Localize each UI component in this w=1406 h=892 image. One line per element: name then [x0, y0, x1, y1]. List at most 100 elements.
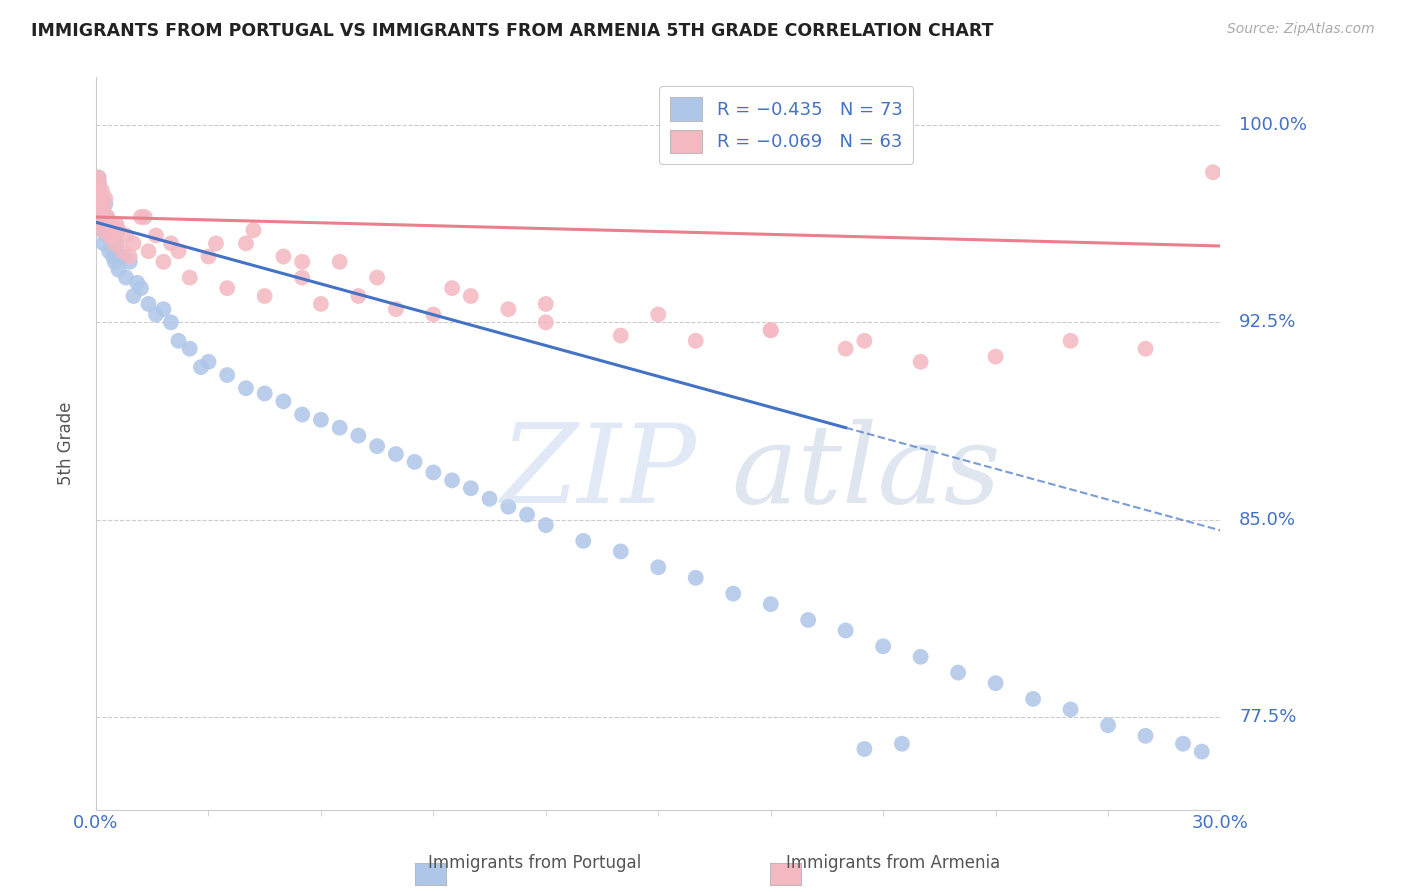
Point [534, 315, 557, 329]
Text: 100.0%: 100.0% [1239, 116, 1308, 134]
Point [160, 315, 183, 329]
Point [242, 223, 264, 237]
Point [91, 223, 114, 237]
Point [647, 308, 669, 322]
Point [89, 202, 111, 216]
Point [1097, 718, 1119, 732]
Point [96, 210, 118, 224]
Point [93, 218, 115, 232]
Point [93, 202, 115, 216]
Point [91, 223, 114, 237]
Point [94, 197, 117, 211]
Point [404, 455, 426, 469]
Point [104, 254, 127, 268]
Point [100, 218, 122, 232]
Point [145, 228, 167, 243]
Point [759, 597, 782, 611]
Point [890, 737, 912, 751]
Point [1191, 745, 1213, 759]
Point [572, 533, 595, 548]
Text: 77.5%: 77.5% [1239, 708, 1296, 726]
Point [90, 192, 112, 206]
Point [134, 210, 156, 224]
Point [98, 228, 121, 243]
Point [129, 281, 152, 295]
Point [122, 289, 145, 303]
Point [87, 210, 110, 224]
Point [460, 481, 482, 495]
Point [87, 192, 110, 206]
Point [118, 254, 141, 268]
Point [834, 624, 856, 638]
Point [685, 571, 707, 585]
Point [534, 518, 557, 533]
Point [138, 244, 160, 259]
Point [179, 342, 201, 356]
Text: 85.0%: 85.0% [1239, 511, 1296, 529]
Text: Source: ZipAtlas.com: Source: ZipAtlas.com [1227, 22, 1375, 37]
Point [91, 202, 114, 216]
Point [105, 218, 128, 232]
Point [853, 334, 876, 348]
Point [167, 334, 190, 348]
Point [101, 228, 124, 243]
Point [1171, 737, 1194, 751]
Point [179, 270, 201, 285]
Point [111, 250, 134, 264]
Point [253, 386, 276, 401]
Point [115, 270, 138, 285]
Point [197, 355, 219, 369]
Point [190, 360, 212, 375]
Point [235, 381, 257, 395]
Text: 92.5%: 92.5% [1239, 313, 1296, 331]
Point [89, 210, 111, 224]
Point [347, 428, 370, 442]
Point [291, 270, 314, 285]
Text: IMMIGRANTS FROM PORTUGAL VS IMMIGRANTS FROM ARMENIA 5TH GRADE CORRELATION CHART: IMMIGRANTS FROM PORTUGAL VS IMMIGRANTS F… [31, 22, 994, 40]
Point [89, 202, 111, 216]
Point [984, 350, 1007, 364]
Point [834, 342, 856, 356]
Point [498, 302, 520, 317]
Point [217, 281, 239, 295]
Point [309, 297, 332, 311]
Y-axis label: 5th Grade: 5th Grade [58, 401, 75, 485]
Point [1202, 165, 1225, 179]
Point [138, 297, 160, 311]
Legend: R = −0.435   N = 73, R = −0.069   N = 63: R = −0.435 N = 73, R = −0.069 N = 63 [659, 87, 914, 163]
Point [145, 308, 167, 322]
Point [329, 420, 352, 434]
Point [111, 244, 134, 259]
Point [946, 665, 969, 680]
Point [152, 254, 174, 268]
Point [721, 586, 744, 600]
Point [1059, 334, 1081, 348]
Point [98, 244, 121, 259]
Point [610, 328, 633, 343]
Point [87, 176, 110, 190]
Point [647, 560, 669, 574]
Point [910, 355, 932, 369]
Point [759, 323, 782, 337]
Point [441, 474, 464, 488]
Point [460, 289, 482, 303]
Point [127, 276, 149, 290]
Point [366, 270, 388, 285]
Point [1059, 702, 1081, 716]
Point [910, 649, 932, 664]
Point [197, 250, 219, 264]
Point [329, 254, 352, 268]
Point [478, 491, 501, 506]
Point [115, 228, 138, 243]
Point [160, 236, 183, 251]
Point [347, 289, 370, 303]
Point [273, 250, 295, 264]
Point [534, 297, 557, 311]
Point [87, 176, 110, 190]
Point [89, 197, 111, 211]
Text: Immigrants from Portugal: Immigrants from Portugal [427, 855, 641, 872]
Point [167, 244, 190, 259]
Text: Immigrants from Armenia: Immigrants from Armenia [786, 855, 1000, 872]
Point [498, 500, 520, 514]
Point [610, 544, 633, 558]
